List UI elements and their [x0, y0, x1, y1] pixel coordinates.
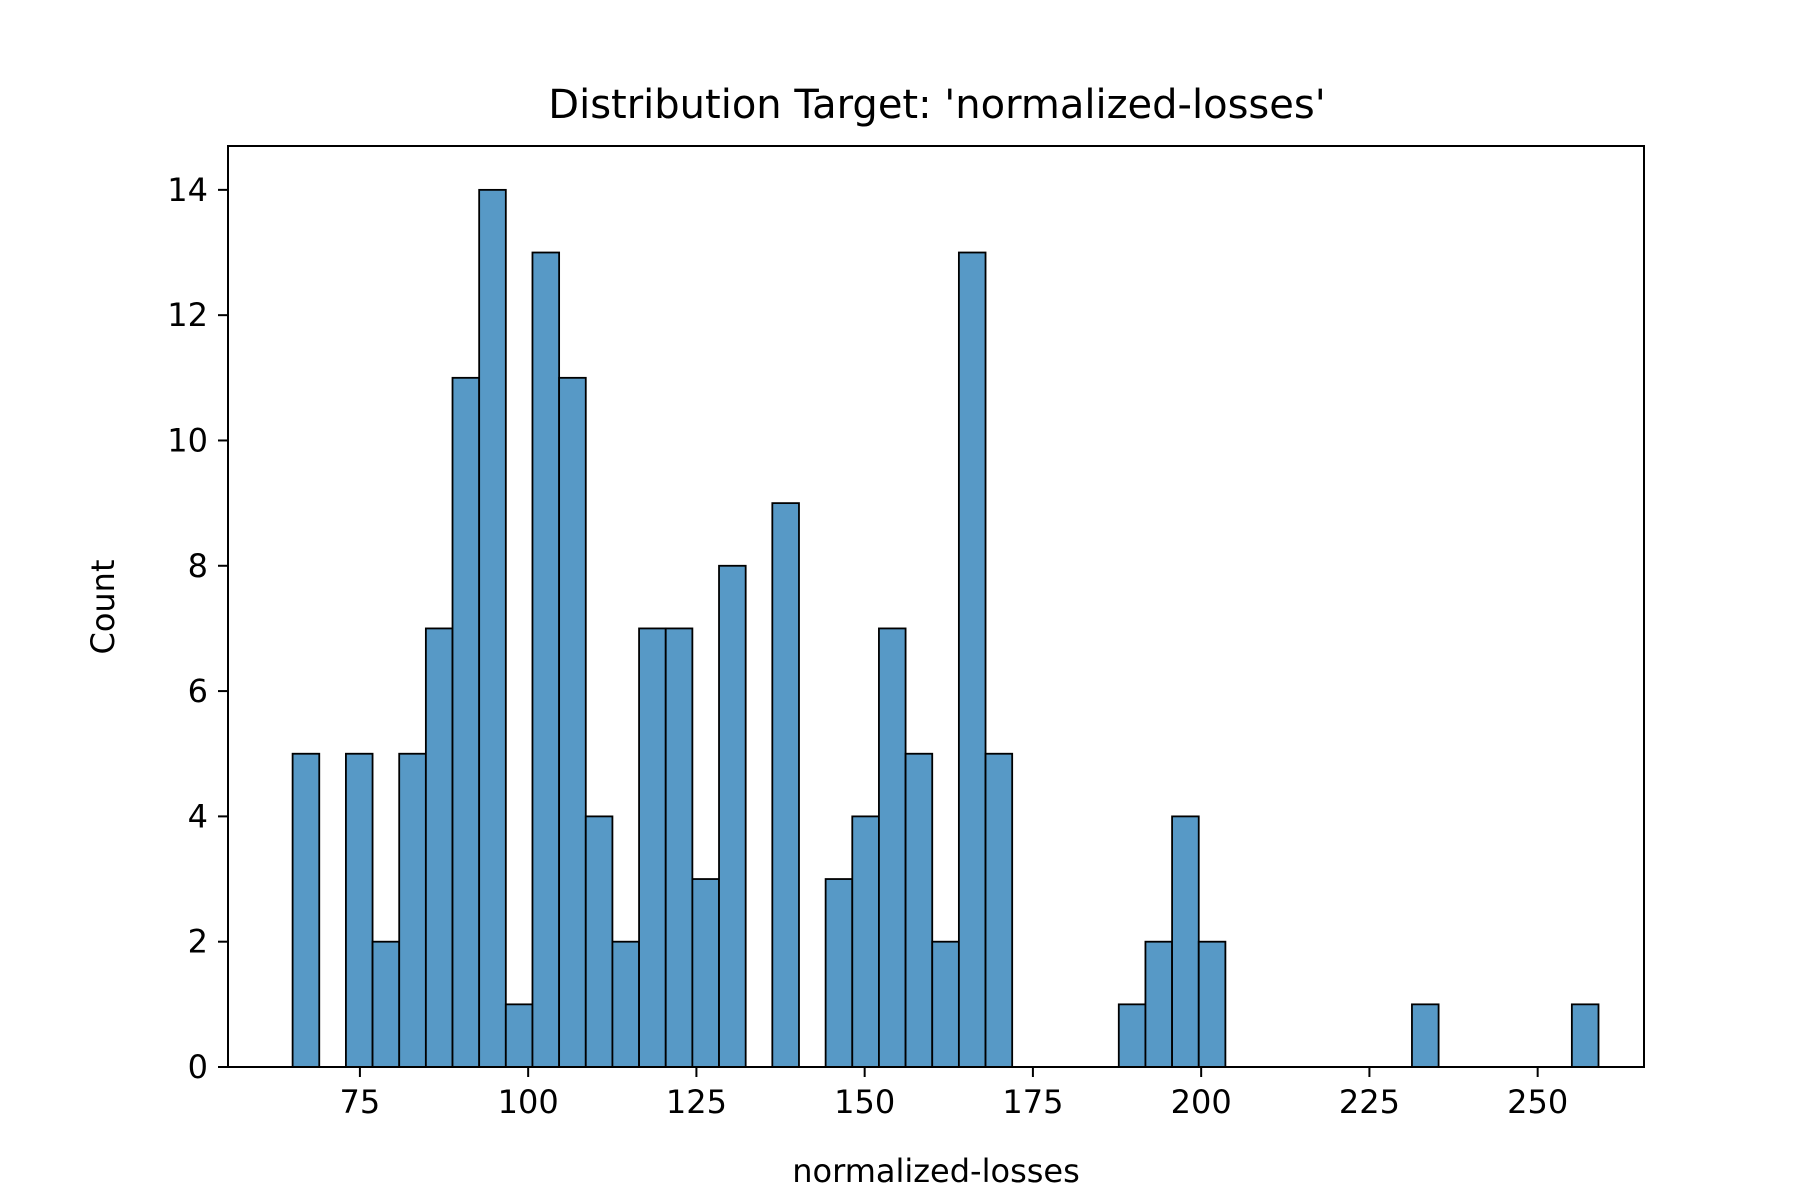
y-tick-label: 8	[188, 547, 208, 585]
histogram-bar	[398, 752, 427, 1068]
x-tick-label: 75	[340, 1083, 381, 1121]
histogram-bar	[1144, 940, 1173, 1068]
x-tick-label: 200	[1171, 1083, 1232, 1121]
bars-group	[291, 188, 1600, 1068]
histogram-bar	[718, 564, 747, 1068]
histogram-bar	[691, 878, 720, 1068]
histogram-bar	[1197, 940, 1227, 1068]
x-tick-label: 150	[834, 1083, 895, 1121]
x-tick-label: 125	[666, 1083, 727, 1121]
x-tick-label: 175	[1002, 1083, 1063, 1121]
histogram-bar	[1411, 1003, 1440, 1068]
histogram-bar	[664, 627, 694, 1068]
histogram-bar	[931, 940, 960, 1068]
histogram-bar	[584, 815, 614, 1068]
y-tick-label: 6	[188, 672, 208, 710]
histogram-bar	[851, 815, 880, 1068]
histogram-bar	[957, 251, 987, 1068]
histogram-bar	[984, 752, 1014, 1068]
chart-title: Distribution Target: 'normalized-losses'	[548, 82, 1325, 128]
histogram-bar	[771, 502, 800, 1068]
histogram-bar	[904, 752, 934, 1068]
histogram-bar	[1117, 1003, 1147, 1068]
y-tick-label: 12	[167, 296, 208, 334]
y-tick-label: 14	[167, 171, 208, 209]
x-axis-label: normalized-losses	[792, 1152, 1080, 1190]
histogram-bar	[824, 878, 854, 1068]
plot-frame	[227, 145, 1645, 1068]
histogram-bar	[611, 940, 640, 1068]
y-tick-label: 10	[167, 421, 208, 459]
histogram-bar	[878, 627, 907, 1068]
x-tick-label: 100	[498, 1083, 559, 1121]
y-axis-ticks: 0 2 4 6 8 10 12 14	[167, 171, 228, 1086]
y-tick-label: 4	[188, 797, 208, 835]
histogram-bar	[1171, 815, 1200, 1068]
histogram-bar	[1570, 1003, 1600, 1068]
histogram-bar	[504, 1003, 534, 1068]
y-tick-label: 2	[188, 923, 208, 961]
histogram-bar	[371, 940, 401, 1068]
histogram-bar	[478, 188, 507, 1068]
histogram-bar	[424, 627, 454, 1068]
x-axis-ticks: 75 100 125 150 175 200 225 250	[340, 1067, 1568, 1121]
histogram-bar	[531, 251, 561, 1068]
x-tick-label: 225	[1339, 1083, 1400, 1121]
histogram-bar	[638, 627, 667, 1068]
histogram-bar	[345, 752, 374, 1068]
y-tick-label: 0	[188, 1048, 208, 1086]
y-axis-label: Count	[84, 559, 122, 654]
x-tick-label: 250	[1507, 1083, 1568, 1121]
histogram-bar	[451, 376, 481, 1068]
histogram-bar	[291, 752, 321, 1068]
histogram-bar	[558, 376, 587, 1068]
